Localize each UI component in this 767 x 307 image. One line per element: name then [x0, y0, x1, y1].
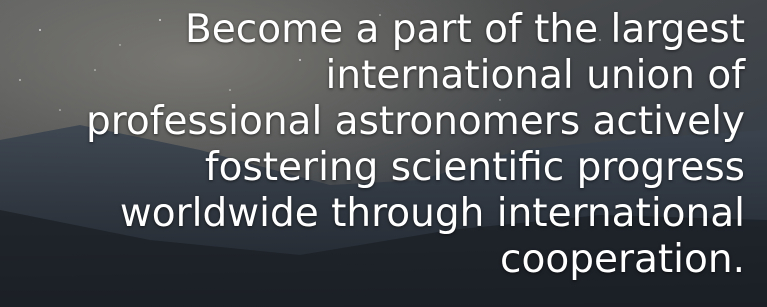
hero-line: cooperation.: [86, 237, 745, 283]
hero-line: professional astronomers actively: [86, 99, 745, 145]
hero-text: Become a part of the largest internation…: [86, 7, 745, 283]
hero-line: international union of: [86, 53, 745, 99]
page: Become a part of the largest internation…: [0, 0, 767, 307]
hero-line: Become a part of the largest: [86, 7, 745, 53]
hero-line: worldwide through international: [86, 191, 745, 237]
hero-line: fostering scientific progress: [86, 145, 745, 191]
